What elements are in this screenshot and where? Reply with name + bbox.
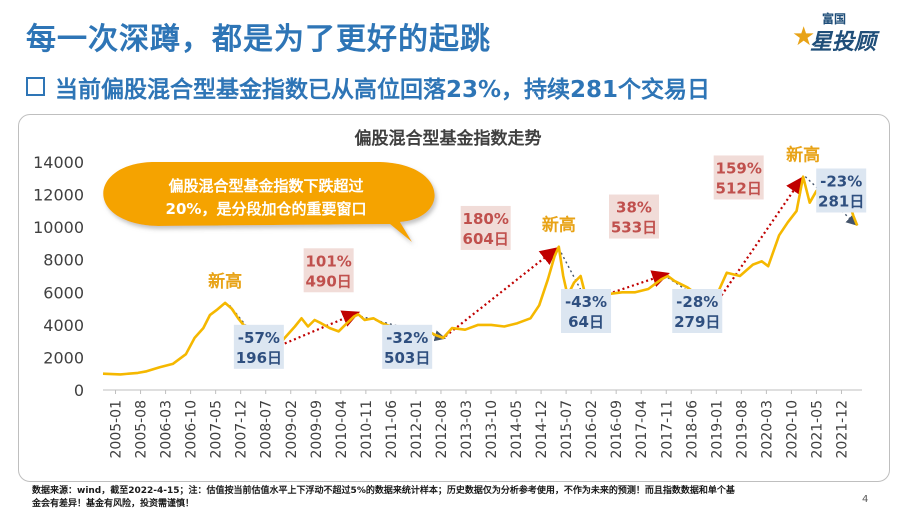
- callout-line2: 20%，是分段加仓的重要窗口: [166, 200, 367, 218]
- x-tick-label: 2021-12: [834, 400, 850, 459]
- x-tick-label: 2010-04: [334, 400, 350, 459]
- x-tick-label: 2013-03: [459, 400, 475, 459]
- x-tick-label: 2016-09: [609, 400, 625, 459]
- decline-box: [382, 324, 433, 369]
- y-axis: 0 2000 4000 6000 8000 10000 12000 14000: [33, 153, 84, 400]
- rise-days: 533日: [611, 219, 657, 237]
- x-tick-label: 2017-11: [659, 400, 675, 459]
- logo-big-text: 星投顾: [810, 30, 877, 55]
- peak-label: 新高: [208, 271, 242, 292]
- rise-pct: 101%: [305, 252, 351, 270]
- x-tick-label: 2005-01: [109, 400, 125, 459]
- x-tick-label: 2014-12: [534, 400, 550, 459]
- rise-box: [460, 205, 511, 250]
- x-tick-label: 2017-04: [634, 400, 650, 459]
- x-tick-label: 2020-10: [784, 400, 800, 459]
- x-tick-label: 2014-05: [509, 400, 525, 459]
- decline-box: [233, 324, 284, 369]
- rise-box: [303, 248, 354, 293]
- page-number: 4: [862, 494, 869, 505]
- rise-arrow: [714, 176, 804, 305]
- rise-days: 512日: [716, 179, 762, 197]
- x-tick-label: 2021-05: [809, 400, 825, 459]
- x-tick-label: 2007-12: [234, 400, 250, 459]
- rise-days: 604日: [463, 230, 509, 248]
- rise-pct: 180%: [463, 210, 509, 228]
- y-tick-label: 8000: [43, 251, 84, 270]
- decline-days: 64日: [568, 313, 604, 331]
- rise-box: [609, 194, 659, 239]
- x-tick-label: 2008-07: [259, 400, 275, 459]
- annotation-boxes: 101% 490日 180% 604日 38% 533日 159% 512日 -57% 196日 -…: [233, 155, 867, 369]
- peak-label: 新高: [542, 215, 576, 236]
- callout-shape: [103, 162, 435, 242]
- y-tick-label: 14000: [33, 153, 84, 172]
- decline-pct: -57%: [238, 329, 280, 347]
- decline-pct: -23%: [820, 172, 862, 190]
- footer-line1: 数据来源：wind，截至2022-4-15；注：估值按当前估值水平上下浮动不超过…: [32, 486, 735, 496]
- decline-days: 196日: [236, 349, 282, 367]
- rise-arrow: [589, 270, 670, 302]
- x-tick-label: 2016-02: [584, 400, 600, 459]
- rise-days: 490日: [305, 272, 351, 290]
- x-tick-label: 2018-06: [684, 400, 700, 459]
- x-tick-label: 2005-08: [134, 400, 150, 459]
- decline-box: [672, 289, 723, 333]
- x-tick-label: 2007-05: [209, 400, 225, 459]
- x-tick-label: 2019-08: [734, 400, 750, 459]
- x-tick-label: 2009-02: [284, 400, 300, 459]
- x-tick-label: 2012-01: [409, 400, 425, 459]
- footer-note: 数据来源：wind，截至2022-4-15；注：估值按当前估值水平上下浮动不超过…: [32, 485, 862, 511]
- x-tick-label: 2006-03: [159, 400, 175, 459]
- chart-title: 偏股混合型基金指数走势: [355, 128, 542, 149]
- decline-days: 279日: [674, 313, 720, 331]
- x-tick-label: 2020-03: [759, 400, 775, 459]
- x-tick-label: 2019-01: [709, 400, 725, 459]
- x-tick-label: 2010-11: [359, 400, 375, 459]
- y-tick-label: 2000: [43, 348, 84, 367]
- y-tick-label: 10000: [33, 218, 84, 237]
- x-tick-label: 2009-09: [309, 400, 325, 459]
- y-tick-label: 12000: [33, 186, 84, 205]
- y-tick-label: 4000: [43, 316, 84, 335]
- rise-arrow: [444, 247, 558, 338]
- x-tick-label: 2006-10: [184, 400, 200, 459]
- callout-line1: 偏股混合型基金指数下跌超过: [168, 177, 363, 195]
- x-tick-label: 2012-08: [434, 400, 450, 459]
- rise-arrow: [270, 310, 361, 351]
- rise-box: [713, 155, 764, 200]
- footer-line2: 金会有差异！基金有风险，投资需谨慎！: [32, 499, 195, 509]
- page-title: 每一次深蹲，都是为了更好的起跳: [26, 22, 491, 57]
- decline-pct: -32%: [386, 329, 428, 347]
- decline-box: [561, 289, 612, 333]
- y-tick-label: 0: [74, 381, 84, 400]
- brand-logo: ★ 富国 星投顾: [792, 10, 892, 60]
- x-axis: 2005-01 2005-08 2006-03 2006-10 2007-05 2007-…: [103, 389, 862, 459]
- decline-days: 503日: [384, 349, 430, 367]
- decline-pct: -43%: [565, 293, 607, 311]
- callout-bubble: 偏股混合型基金指数下跌超过 20%，是分段加仓的重要窗口: [103, 162, 435, 242]
- star-icon: ★: [792, 22, 816, 52]
- peak-label: 新高: [786, 145, 820, 166]
- x-tick-label: 2015-07: [559, 400, 575, 459]
- logo-small-text: 富国: [822, 12, 847, 26]
- x-tick-label: 2013-10: [484, 400, 500, 459]
- rise-pct: 38%: [616, 199, 652, 217]
- decline-arrow: [804, 176, 858, 226]
- checkbox-bullet-icon: [26, 77, 45, 96]
- subtitle-text: 当前偏股混合型基金指数已从高位回落23%，持续281个交易日: [55, 77, 711, 103]
- x-tick-label: 2011-06: [384, 400, 400, 459]
- y-tick-label: 6000: [43, 283, 84, 302]
- decline-pct: -28%: [676, 293, 718, 311]
- decline-days: 281日: [818, 192, 864, 210]
- page-subtitle: 当前偏股混合型基金指数已从高位回落23%，持续281个交易日: [26, 70, 710, 104]
- decline-box: [816, 168, 867, 213]
- rise-pct: 159%: [716, 159, 762, 177]
